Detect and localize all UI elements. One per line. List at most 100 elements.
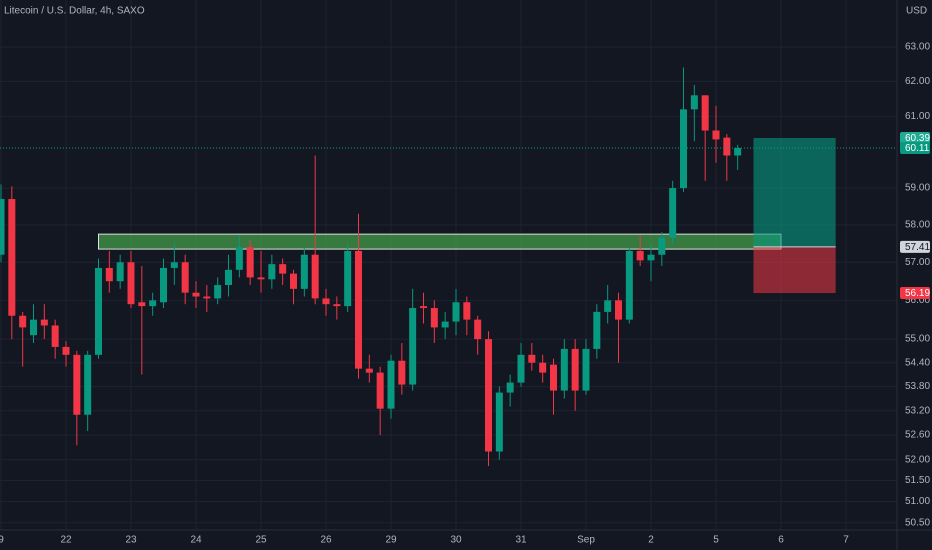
candle-body xyxy=(257,277,265,280)
candle-body xyxy=(690,95,698,110)
candle-body xyxy=(290,273,297,289)
chart-title: Litecoin / U.S. Dollar, 4h, SAXO xyxy=(4,6,145,17)
candle-body xyxy=(160,267,167,303)
candle-body xyxy=(485,339,492,452)
candle-body xyxy=(192,292,200,297)
candle-body xyxy=(734,147,742,156)
candle-body xyxy=(474,319,482,340)
candle-body xyxy=(604,300,612,312)
loss-area xyxy=(753,246,836,294)
entry-label: 57.41 xyxy=(905,242,930,253)
candle-body xyxy=(550,364,557,391)
x-tick-label: 24 xyxy=(190,535,202,546)
candle-body xyxy=(409,308,417,385)
x-tick-label: 9 xyxy=(0,535,4,546)
candle-body xyxy=(636,250,644,261)
candle-body xyxy=(355,250,362,369)
candle-body xyxy=(723,137,731,156)
candle-body xyxy=(170,262,178,268)
candle-body xyxy=(712,130,720,140)
candle-body xyxy=(506,382,514,393)
candle-body xyxy=(495,392,503,452)
candle-body xyxy=(441,321,449,328)
y-tick-label: 58.00 xyxy=(905,219,930,230)
y-tick-label: 59.00 xyxy=(905,183,930,194)
y-tick-label: 54.40 xyxy=(905,357,930,368)
candle-body xyxy=(517,354,525,383)
candle-body xyxy=(658,237,666,255)
candle-body xyxy=(203,296,211,299)
candle-body xyxy=(138,302,146,307)
candle-body xyxy=(333,304,341,307)
candle-body xyxy=(398,360,406,385)
y-tick-label: 55.00 xyxy=(905,334,930,345)
candle-body xyxy=(40,319,48,326)
candle-body xyxy=(452,302,460,322)
y-tick-label: 51.50 xyxy=(905,475,930,486)
candle-body xyxy=(539,362,547,373)
y-tick-label: 63.00 xyxy=(905,42,930,53)
candle-body xyxy=(0,199,5,255)
last-price-label: 60.11 xyxy=(905,143,930,154)
candle-body xyxy=(8,199,16,316)
candle-body xyxy=(571,348,579,391)
candle-body xyxy=(647,254,655,261)
y-tick-label: 52.60 xyxy=(905,430,930,441)
candle-body xyxy=(225,269,232,286)
candle-body xyxy=(214,285,222,299)
target-label-box xyxy=(900,131,930,144)
candle-body xyxy=(582,348,590,391)
candle-body xyxy=(105,267,113,282)
x-tick-label: 29 xyxy=(385,535,397,546)
candle-body xyxy=(680,109,687,189)
candle-body xyxy=(19,315,27,328)
y-tick-label: 56.00 xyxy=(905,295,930,306)
candle-body xyxy=(322,298,330,305)
candle-body xyxy=(560,348,568,391)
candle-body xyxy=(300,254,308,289)
candle-body xyxy=(51,325,59,347)
target-label: 60.39 xyxy=(905,133,930,144)
candle-body xyxy=(116,262,124,282)
grid xyxy=(0,0,897,530)
stop-label: 56.19 xyxy=(905,288,930,299)
profit-area xyxy=(753,137,836,247)
x-tick-label: 2 xyxy=(648,535,654,546)
y-tick-label: 52.00 xyxy=(905,454,930,465)
candle-body xyxy=(149,300,157,307)
x-tick-label: 23 xyxy=(125,535,137,546)
candle-body xyxy=(30,319,37,336)
candle-body xyxy=(528,354,536,363)
candle-body xyxy=(268,264,276,280)
x-tick-label: 5 xyxy=(713,535,719,546)
x-tick-label: 31 xyxy=(515,535,527,546)
x-tick-label: 22 xyxy=(60,535,72,546)
candle-body xyxy=(615,300,622,320)
zone xyxy=(98,233,782,250)
candle-body xyxy=(181,262,189,293)
candle-body xyxy=(463,302,471,320)
entry-label-box xyxy=(900,240,930,253)
candle-body xyxy=(420,306,427,309)
x-tick-label: 7 xyxy=(843,535,849,546)
candle-body xyxy=(625,250,633,320)
candle-body xyxy=(344,250,352,307)
y-tick-label: 62.00 xyxy=(905,76,930,87)
plot xyxy=(0,67,897,466)
candle-body xyxy=(127,262,135,305)
candle-body xyxy=(279,264,287,274)
y-tick-label: 51.00 xyxy=(905,496,930,507)
candle-body xyxy=(62,346,70,355)
y-tick-label: 53.80 xyxy=(905,381,930,392)
x-tick-label: 25 xyxy=(255,535,267,546)
candle-body xyxy=(593,311,601,349)
candle-body xyxy=(73,354,81,415)
x-tick-label: 6 xyxy=(778,535,784,546)
candle-body xyxy=(387,360,395,409)
candle-body xyxy=(365,368,373,373)
candle-body xyxy=(84,354,92,415)
candle-body xyxy=(235,247,243,270)
candle-body xyxy=(669,188,677,238)
last-price-label-box xyxy=(900,141,930,154)
